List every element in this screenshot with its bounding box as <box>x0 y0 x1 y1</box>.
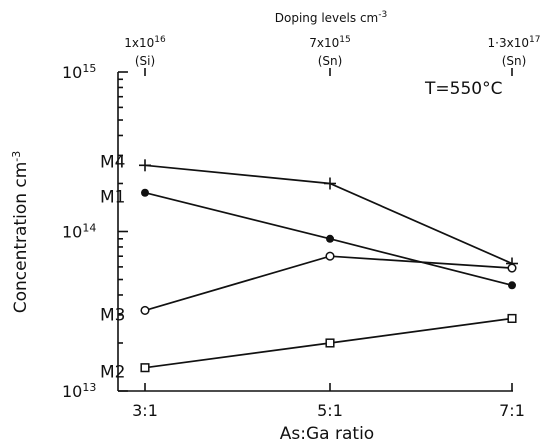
axes: 1013 1014 1015 3:1 5:1 7:1 1x1016 (Si) 7x1015 (Sn… <box>62 35 540 420</box>
data-point-M2 <box>325 338 335 348</box>
x-tick-label: 7:1 <box>499 401 525 420</box>
data-point-M2 <box>507 313 517 324</box>
series-label-M2: M2 <box>100 363 125 383</box>
y-tick-label: 1015 <box>62 62 96 83</box>
data-point-M3 <box>140 305 150 315</box>
top-doping-value: 1x1016 <box>124 35 166 50</box>
top-dopant-label: (Sn) <box>318 54 343 68</box>
top-doping-value: 7x1015 <box>309 35 350 50</box>
top-axis-title: Doping levels cm-3 <box>275 10 387 25</box>
temperature-annotation: T=550°C <box>424 79 502 99</box>
data-point-M1 <box>508 281 516 290</box>
y-axis-label: Concentration cm-3 <box>10 151 32 314</box>
data-point-M2 <box>140 363 150 373</box>
data-point-M1 <box>326 234 334 243</box>
x-tick-label: 3:1 <box>132 401 158 420</box>
y-tick-label: 1014 <box>62 221 96 242</box>
series-layer: M4 M1 M3 M2 <box>100 152 518 383</box>
series-line-M3 <box>144 255 513 312</box>
data-point-M3 <box>325 251 335 261</box>
data-point-M1 <box>141 188 149 197</box>
series-label-M4: M4 <box>100 152 125 172</box>
x-axis-label: As:Ga ratio <box>280 424 374 443</box>
series-line-M4 <box>144 164 513 265</box>
series-label-M1: M1 <box>100 188 125 208</box>
top-dopant-label: (Si) <box>135 54 155 68</box>
x-tick-label: 5:1 <box>317 401 343 420</box>
series-label-M3: M3 <box>100 305 125 325</box>
data-point-M3 <box>507 263 517 273</box>
y-tick-label: 1013 <box>62 381 96 402</box>
top-dopant-label: (Sn) <box>502 54 527 68</box>
top-doping-value: 1·3x1017 <box>488 35 541 50</box>
